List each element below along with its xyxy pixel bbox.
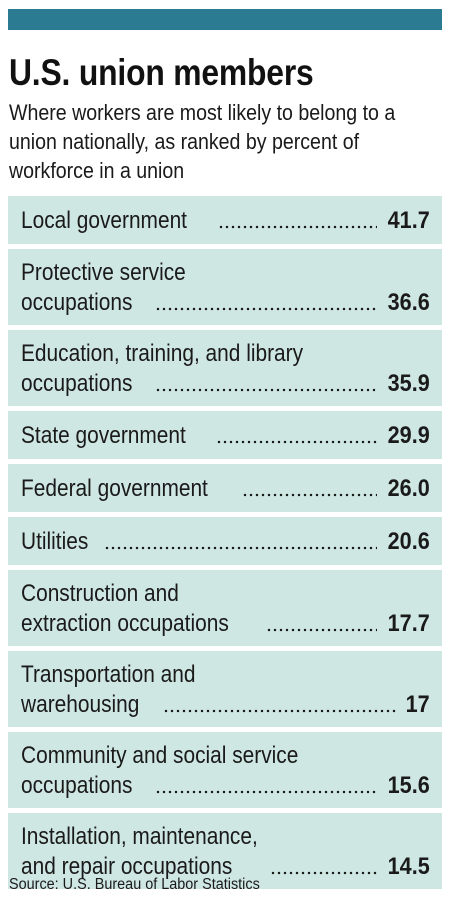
table-row: Transportation and warehousing 17 — [8, 651, 442, 727]
header-accent-bar — [8, 9, 442, 30]
row-label: occupations — [21, 370, 133, 397]
row-value: 26.0 — [387, 475, 430, 502]
table-row: Installation, maintenance, and repair occ… — [8, 813, 442, 889]
chart-subtitle: Where workers are most likely to belong … — [9, 100, 396, 183]
row-label: occupations — [21, 772, 133, 799]
row-value: 17.7 — [387, 610, 430, 637]
row-label-line1: Transportation and — [21, 661, 196, 688]
row-value: 20.6 — [387, 528, 430, 555]
ranking-table: Local government 41.7 Protective service oc… — [8, 196, 442, 894]
row-label: Local government — [21, 207, 187, 234]
row-label-line1: Education, training, and library — [21, 340, 304, 367]
row-label: warehousing — [21, 691, 140, 718]
row-value: 41.7 — [387, 207, 430, 234]
row-label-line1: Installation, maintenance, — [21, 823, 258, 850]
table-row: State government 29.9 — [8, 411, 442, 459]
row-value: 17 — [405, 691, 430, 718]
table-row: Local government 41.7 — [8, 196, 442, 244]
row-label-line1: Community and social service — [21, 742, 299, 769]
row-value: 35.9 — [387, 370, 430, 397]
table-row: Construction and extraction occupations 17… — [8, 570, 442, 646]
row-value: 15.6 — [387, 772, 430, 799]
row-label-line1: Construction and — [21, 580, 179, 607]
row-label: Federal government — [21, 475, 208, 502]
dot-leader — [216, 440, 378, 444]
dot-leader — [104, 546, 378, 550]
row-label: and repair occupations — [21, 853, 233, 880]
table-row: Protective service occupations 36.6 — [8, 249, 442, 325]
table-row: Community and social service occupations 1… — [8, 732, 442, 808]
row-label: Utilities — [21, 528, 89, 555]
dot-leader — [155, 790, 378, 794]
chart-title: U.S. union members — [9, 52, 314, 93]
table-row: Federal government 26.0 — [8, 464, 442, 512]
source-note: Source: U.S. Bureau of Labor Statistics — [9, 876, 260, 893]
row-label: State government — [21, 422, 186, 449]
dot-leader — [155, 307, 378, 311]
row-label-line1: Protective service — [21, 259, 186, 286]
row-value: 14.5 — [387, 853, 430, 880]
dot-leader — [269, 871, 378, 875]
row-value: 36.6 — [387, 289, 430, 316]
dot-leader — [155, 388, 378, 392]
dot-leader — [265, 628, 378, 632]
table-row: Education, training, and library occupati… — [8, 330, 442, 406]
dot-leader — [163, 709, 398, 713]
row-value: 29.9 — [387, 422, 430, 449]
row-label: extraction occupations — [21, 610, 229, 637]
table-row: Utilities 20.6 — [8, 517, 442, 565]
dot-leader — [241, 493, 378, 497]
dot-leader — [217, 225, 378, 229]
row-label: occupations — [21, 289, 133, 316]
